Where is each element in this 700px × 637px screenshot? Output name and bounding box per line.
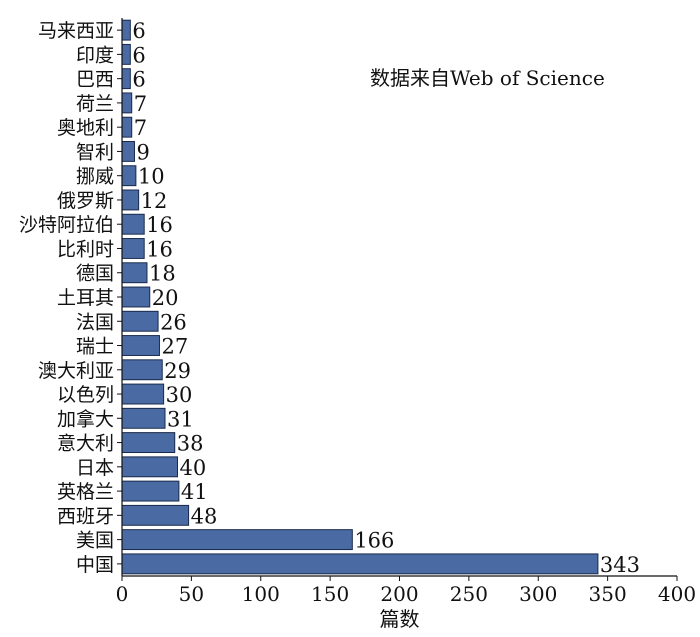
value-label-7: 12 <box>141 189 168 213</box>
value-label-19: 41 <box>181 480 208 504</box>
bar-1 <box>121 43 131 65</box>
x-tick-label-8: 400 <box>658 582 696 606</box>
value-label-1: 6 <box>132 43 145 67</box>
x-tick-label-6: 300 <box>519 582 557 606</box>
category-label-18: 日本 <box>76 457 114 479</box>
category-label-8: 沙特阿拉伯 <box>19 214 114 236</box>
bar-9 <box>121 238 145 259</box>
bar-7 <box>121 189 140 211</box>
category-label-20: 西班牙 <box>57 505 114 527</box>
bar-4 <box>121 116 133 138</box>
bar-18 <box>121 456 178 478</box>
category-label-12: 法国 <box>76 311 114 333</box>
x-tick-label-4: 200 <box>380 582 418 606</box>
bar-13 <box>121 335 160 356</box>
value-label-21: 166 <box>354 529 394 553</box>
value-labels-group: 6667791012161618202627293031384041481663… <box>132 19 640 577</box>
category-label-17: 意大利 <box>57 433 114 455</box>
value-label-3: 7 <box>134 92 147 116</box>
x-tick-label-7: 350 <box>589 582 627 606</box>
bar-21 <box>121 529 353 551</box>
bar-0 <box>121 19 131 41</box>
value-label-20: 48 <box>191 504 218 528</box>
x-tick-label-0: 0 <box>116 582 129 606</box>
category-label-0: 马来西亚 <box>38 20 114 42</box>
category-label-1: 印度 <box>76 44 114 66</box>
value-label-13: 27 <box>161 335 188 359</box>
category-label-3: 荷兰 <box>76 93 114 115</box>
bar-19 <box>121 480 180 502</box>
bar-11 <box>121 286 151 308</box>
category-label-11: 土耳其 <box>57 287 114 309</box>
category-label-7: 俄罗斯 <box>57 190 114 212</box>
value-label-8: 16 <box>146 213 173 237</box>
bars-group <box>121 19 599 575</box>
bar-15 <box>121 383 165 405</box>
category-labels-group: 马来西亚印度巴西荷兰奥地利智利挪威俄罗斯沙特阿拉伯比利时德国土耳其法国瑞士澳大利… <box>19 20 122 576</box>
value-label-16: 31 <box>167 407 194 431</box>
value-label-14: 29 <box>164 359 191 383</box>
bar-14 <box>121 359 163 381</box>
category-label-13: 瑞士 <box>76 336 114 358</box>
category-label-22: 中国 <box>76 554 114 576</box>
category-label-15: 以色列 <box>57 384 114 406</box>
bar-10 <box>121 262 148 284</box>
bar-6 <box>121 165 137 187</box>
bar-12 <box>121 310 159 332</box>
value-label-2: 6 <box>132 68 145 92</box>
category-label-16: 加拿大 <box>57 407 114 430</box>
bar-20 <box>121 504 190 526</box>
category-label-19: 英格兰 <box>57 481 114 503</box>
value-label-22: 343 <box>600 553 640 577</box>
category-label-10: 德国 <box>76 263 114 285</box>
value-label-0: 6 <box>132 19 145 43</box>
category-label-6: 挪威 <box>76 166 114 188</box>
x-ticks-group: 0 50 100 150 200 250 300 350 400 <box>116 576 696 606</box>
value-label-12: 26 <box>160 310 187 334</box>
category-label-4: 奥地利 <box>57 117 114 139</box>
x-tick-label-5: 250 <box>450 582 488 606</box>
value-label-18: 40 <box>180 456 207 480</box>
value-label-11: 20 <box>152 286 179 310</box>
bar-22 <box>121 553 599 575</box>
value-label-5: 9 <box>136 140 149 164</box>
bar-3 <box>121 92 133 114</box>
value-label-17: 38 <box>177 432 204 456</box>
bar-2 <box>121 68 131 90</box>
x-tick-label-1: 50 <box>179 582 204 606</box>
value-label-10: 18 <box>149 262 176 286</box>
value-label-15: 30 <box>166 383 193 407</box>
value-label-4: 7 <box>134 116 147 140</box>
value-label-6: 10 <box>138 165 165 189</box>
bar-5 <box>121 140 135 162</box>
category-label-5: 智利 <box>76 141 114 163</box>
category-label-21: 美国 <box>76 530 114 552</box>
bar-8 <box>121 213 145 235</box>
category-label-9: 比利时 <box>57 238 114 260</box>
x-tick-label-2: 100 <box>242 582 280 606</box>
bar-16 <box>121 407 166 429</box>
x-axis-title: 篇数 <box>380 607 420 631</box>
x-tick-label-3: 150 <box>311 582 349 606</box>
value-label-9: 16 <box>146 237 173 261</box>
category-label-14: 澳大利亚 <box>38 360 114 382</box>
source-annotation: 数据来自Web of Science <box>370 66 605 90</box>
bar-17 <box>121 432 176 454</box>
category-label-2: 巴西 <box>76 69 114 91</box>
